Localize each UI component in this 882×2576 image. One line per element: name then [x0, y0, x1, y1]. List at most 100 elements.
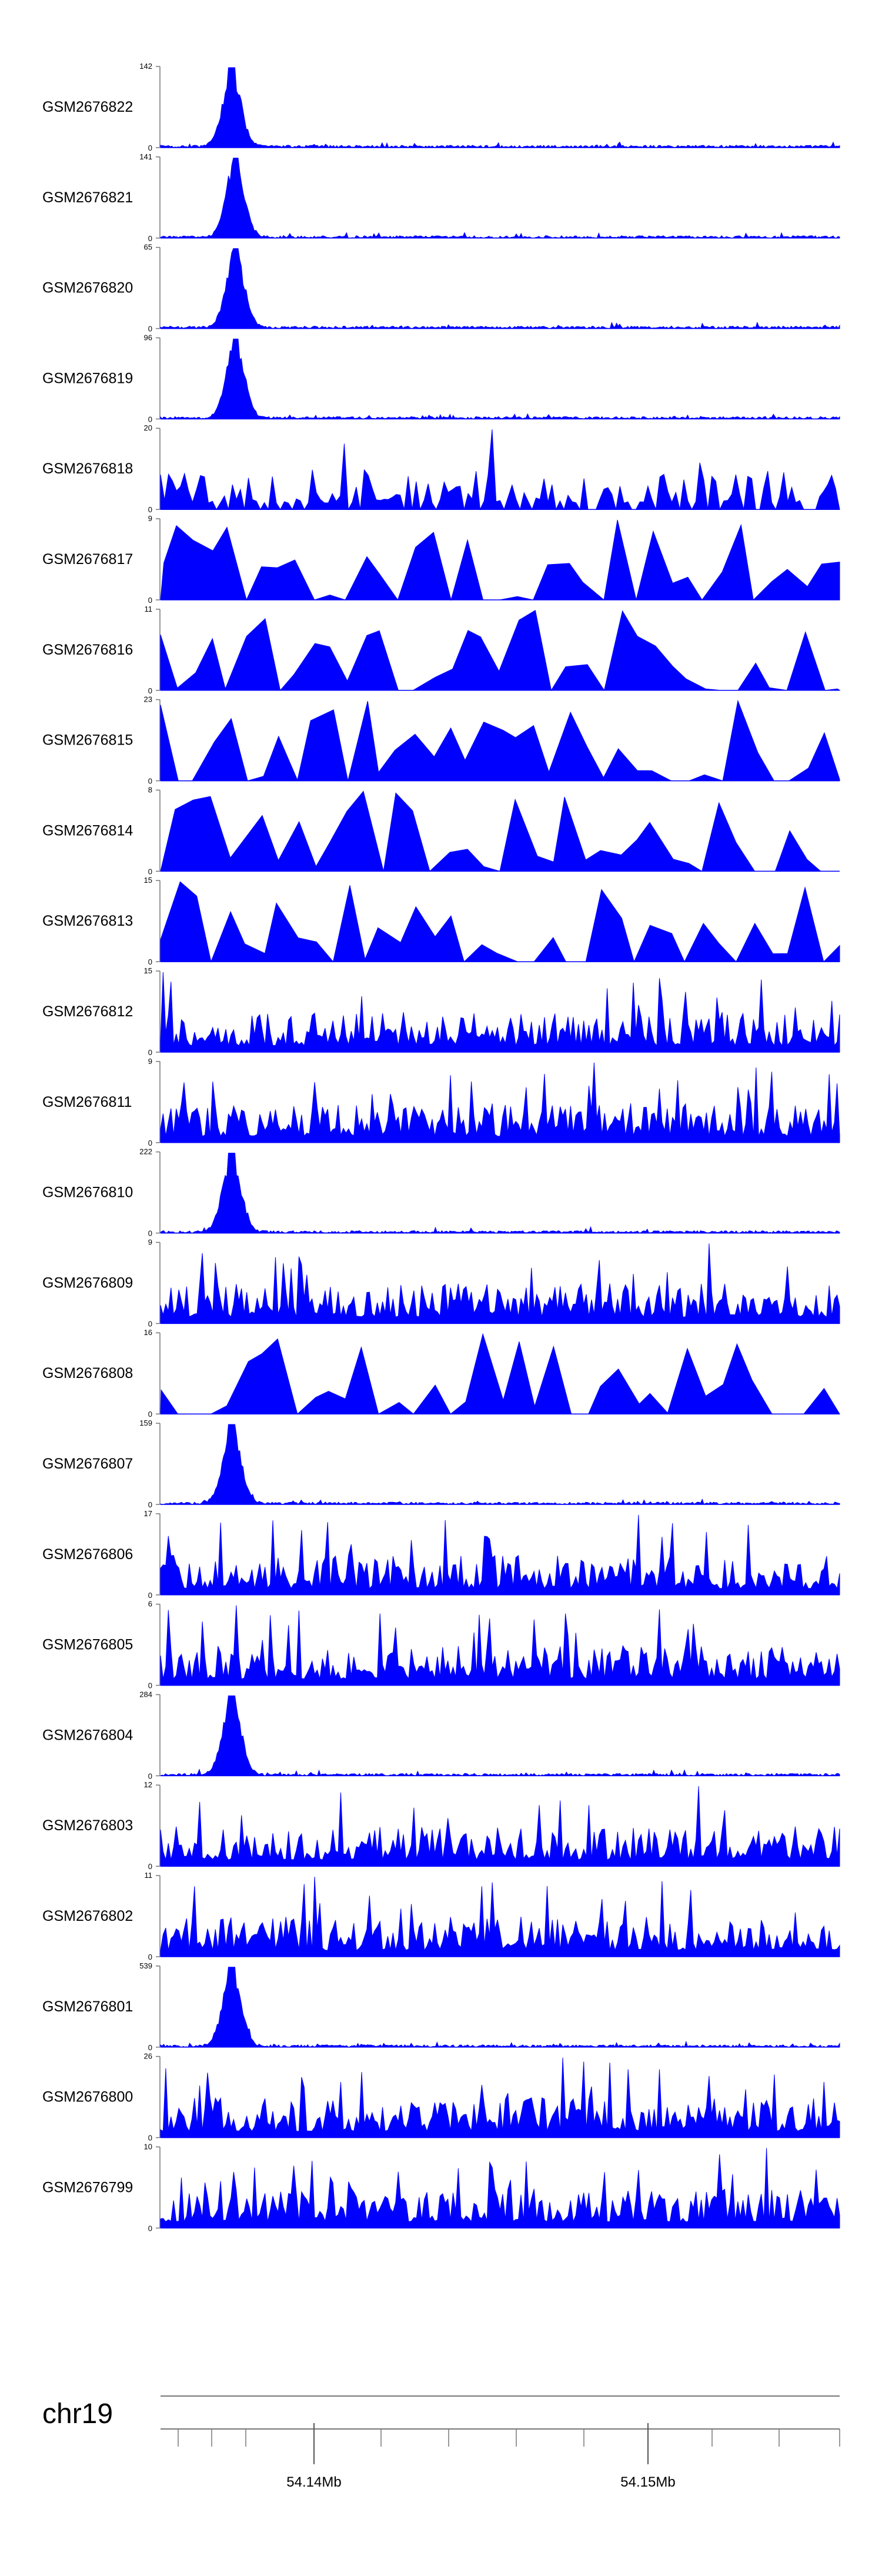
- coverage-area: [160, 881, 840, 963]
- y-max-label: 159: [139, 1419, 152, 1427]
- y-min-label: 0: [148, 596, 152, 605]
- track-label: GSM2676809: [42, 1274, 133, 1291]
- y-min-label: 0: [148, 777, 152, 786]
- track-label: GSM2676807: [42, 1456, 133, 1472]
- y-min-label: 0: [148, 144, 152, 152]
- track: GSM2676810 222 0: [42, 1147, 840, 1238]
- track-label: GSM2676820: [42, 280, 133, 296]
- y-min-label: 0: [148, 2224, 152, 2233]
- coverage-area: [160, 1876, 840, 1957]
- track-label: GSM2676800: [42, 2089, 133, 2105]
- y-max-label: 9: [148, 1237, 152, 1246]
- y-max-label: 26: [144, 2052, 152, 2061]
- y-max-label: 65: [144, 243, 152, 252]
- track-label: GSM2676821: [42, 189, 133, 206]
- track-label: GSM2676802: [42, 1908, 133, 1924]
- track-label: GSM2676816: [42, 642, 133, 658]
- coverage-area: [160, 610, 841, 692]
- coverage-area: [160, 67, 840, 149]
- track-label: GSM2676819: [42, 370, 133, 386]
- y-min-label: 0: [148, 1953, 152, 1961]
- y-min-label: 0: [148, 1410, 152, 1419]
- track: GSM2676817 9 0: [42, 514, 840, 605]
- x-tick-label-major-2: 54.15Mb: [620, 2474, 675, 2490]
- y-min-label: 0: [148, 325, 152, 333]
- y-max-label: 17: [144, 1509, 152, 1518]
- track: GSM2676801 539 0: [42, 1961, 840, 2052]
- track-label: GSM2676812: [42, 1003, 133, 1020]
- y-min-label: 0: [148, 505, 152, 514]
- y-max-label: 15: [144, 876, 152, 885]
- y-max-label: 284: [139, 1690, 152, 1699]
- y-min-label: 0: [148, 1771, 152, 1780]
- coverage-area: [160, 699, 840, 782]
- track: GSM2676799 10 0: [42, 2142, 840, 2233]
- y-max-label: 8: [148, 785, 152, 794]
- track-label: GSM2676817: [42, 551, 133, 568]
- track-label: GSM2676818: [42, 461, 133, 477]
- track: GSM2676821 141 0: [42, 152, 840, 243]
- track: GSM2676816 11 0: [42, 605, 841, 695]
- track: GSM2676814 8 0: [42, 785, 840, 876]
- track: GSM2676809 9 0: [42, 1237, 840, 1328]
- coverage-area: [160, 158, 840, 239]
- coverage-area: [160, 1695, 840, 1777]
- y-max-label: 16: [144, 1328, 152, 1337]
- track: GSM2676820 65 0: [42, 243, 840, 333]
- track-label: GSM2676808: [42, 1365, 133, 1382]
- track-label: GSM2676811: [42, 1094, 132, 1110]
- y-max-label: 96: [144, 333, 152, 342]
- y-min-label: 0: [148, 1862, 152, 1871]
- y-max-label: 23: [144, 695, 152, 704]
- track-label: GSM2676810: [42, 1184, 133, 1201]
- track: GSM2676804 284 0: [42, 1690, 840, 1780]
- coverage-area: [160, 2148, 840, 2228]
- coverage-area: [160, 790, 840, 872]
- track-label: GSM2676799: [42, 2179, 133, 2195]
- y-min-label: 0: [148, 2043, 152, 2052]
- coverage-area: [160, 1243, 840, 1324]
- track-label: GSM2676805: [42, 1637, 133, 1653]
- track: GSM2676805 6 0: [42, 1600, 840, 1690]
- y-max-label: 11: [145, 605, 153, 613]
- coverage-area: [160, 338, 840, 420]
- y-min-label: 0: [148, 1500, 152, 1509]
- track: GSM2676812 15 0: [42, 966, 840, 1057]
- y-min-label: 0: [148, 1139, 152, 1147]
- y-max-label: 9: [148, 514, 152, 523]
- y-min-label: 0: [148, 415, 152, 423]
- track: GSM2676819 96 0: [42, 333, 840, 423]
- track: GSM2676800 26 0: [42, 2052, 840, 2143]
- track: GSM2676811 9 0: [42, 1057, 840, 1147]
- coverage-area: [160, 972, 840, 1053]
- y-max-label: 20: [144, 423, 152, 432]
- track-label: GSM2676822: [42, 99, 133, 115]
- track-label: GSM2676801: [42, 1998, 133, 2015]
- y-max-label: 6: [148, 1600, 152, 1609]
- y-min-label: 0: [148, 867, 152, 876]
- y-max-label: 12: [144, 1780, 152, 1789]
- track: GSM2676818 20 0: [42, 423, 840, 514]
- track: GSM2676813 15 0: [42, 876, 840, 966]
- coverage-area: [160, 1514, 840, 1596]
- coverage-tracks: GSM26768221420GSM26768211410GSM267682065…: [42, 62, 841, 2233]
- track-label: GSM2676813: [42, 913, 133, 929]
- track: GSM2676807 159 0: [42, 1419, 840, 1509]
- y-max-label: 222: [139, 1147, 152, 1156]
- coverage-area: [160, 1062, 840, 1143]
- y-min-label: 0: [148, 1591, 152, 1600]
- coverage-area: [160, 1424, 840, 1505]
- coverage-area: [160, 1605, 840, 1686]
- track-label: GSM2676815: [42, 732, 133, 749]
- track: GSM2676808 16 0: [42, 1328, 840, 1419]
- chromosome-label: chr19: [42, 2398, 113, 2430]
- coverage-area: [160, 1333, 840, 1415]
- coverage-area: [160, 429, 840, 511]
- y-max-label: 142: [139, 62, 152, 71]
- coverage-area: [160, 1967, 840, 2048]
- y-max-label: 10: [144, 2142, 152, 2151]
- track-label: GSM2676806: [42, 1546, 133, 1563]
- track-label: GSM2676804: [42, 1727, 133, 1743]
- genome-axis-ticks: [178, 2423, 840, 2464]
